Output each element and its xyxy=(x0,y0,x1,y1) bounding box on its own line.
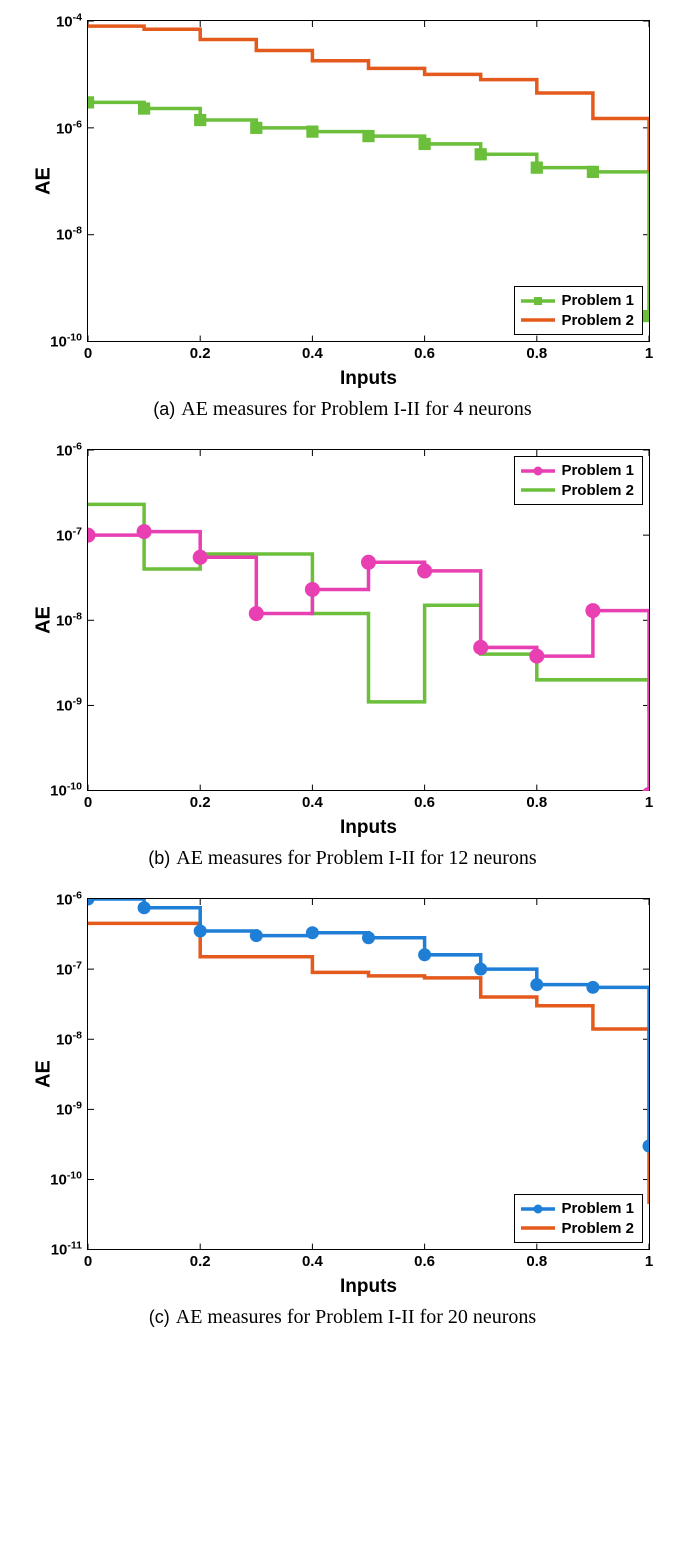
ytick-label: 10-10 xyxy=(50,332,88,351)
ytick-label: 10-8 xyxy=(56,1030,88,1049)
ytick-label: 10-11 xyxy=(51,1240,88,1259)
legend-swatch xyxy=(521,483,555,497)
legend-swatch xyxy=(521,313,555,327)
xtick-label: 0.4 xyxy=(302,790,323,811)
xtick-label: 0.4 xyxy=(302,341,323,362)
y-axis-label: AE xyxy=(32,606,55,634)
xtick-label: 1 xyxy=(645,341,653,362)
xtick-label: 0 xyxy=(84,790,92,811)
legend-item: Problem 2 xyxy=(521,481,634,501)
ytick-label: 10-6 xyxy=(56,441,88,460)
legend-label: Problem 2 xyxy=(561,481,634,501)
xtick-label: 0 xyxy=(84,1249,92,1270)
legend-label: Problem 1 xyxy=(561,461,634,481)
ytick-label: 10-7 xyxy=(56,526,88,545)
xtick-label: 0.6 xyxy=(414,341,435,362)
legend-item: Problem 2 xyxy=(521,311,634,331)
x-axis-label: Inputs xyxy=(87,368,650,390)
y-axis-label: AE xyxy=(32,167,55,195)
legend-label: Problem 1 xyxy=(561,1199,634,1219)
legend: Problem 1Problem 2 xyxy=(514,1194,643,1243)
xtick-label: 0.4 xyxy=(302,1249,323,1270)
caption-text: AE measures for Problem I-II for 20 neur… xyxy=(176,1306,536,1328)
caption-tag: (b) xyxy=(148,848,170,868)
xtick-label: 0.8 xyxy=(526,341,547,362)
legend: Problem 1Problem 2 xyxy=(514,456,643,505)
ytick-label: 10-10 xyxy=(50,781,88,800)
ytick-label: 10-10 xyxy=(50,1170,88,1189)
legend-item: Problem 2 xyxy=(521,1219,634,1239)
xtick-label: 0.2 xyxy=(190,1249,211,1270)
xtick-label: 0.2 xyxy=(190,790,211,811)
ytick-label: 10-6 xyxy=(56,118,88,137)
legend-item: Problem 1 xyxy=(521,461,634,481)
x-axis-label: Inputs xyxy=(87,817,650,839)
legend-label: Problem 2 xyxy=(561,311,634,331)
y-axis-label: AE xyxy=(32,1060,55,1088)
ytick-label: 10-9 xyxy=(56,1100,88,1119)
caption-text: AE measures for Problem I-II for 12 neur… xyxy=(176,847,536,869)
ytick-label: 10-8 xyxy=(56,225,88,244)
legend-swatch xyxy=(521,464,555,478)
legend-swatch xyxy=(521,1221,555,1235)
ytick-label: 10-6 xyxy=(56,890,88,909)
ytick-label: 10-7 xyxy=(56,960,88,979)
xtick-label: 0.2 xyxy=(190,341,211,362)
xtick-label: 1 xyxy=(645,790,653,811)
legend-item: Problem 1 xyxy=(521,1199,634,1219)
ytick-label: 10-9 xyxy=(56,696,88,715)
chart-panel-a: 10-1010-810-610-400.20.40.60.81AEProblem… xyxy=(15,20,670,421)
chart-panel-b: 10-1010-910-810-710-600.20.40.60.81AEPro… xyxy=(15,449,670,870)
legend: Problem 1Problem 2 xyxy=(514,286,643,335)
legend-swatch xyxy=(521,1202,555,1216)
plot-area: 10-1110-1010-910-810-710-600.20.40.60.81… xyxy=(87,898,650,1250)
xtick-label: 0.6 xyxy=(414,790,435,811)
ytick-label: 10-8 xyxy=(56,611,88,630)
legend-item: Problem 1 xyxy=(521,291,634,311)
caption-text: AE measures for Problem I-II for 4 neuro… xyxy=(181,398,531,420)
legend-label: Problem 2 xyxy=(561,1219,634,1239)
panel-caption: (b) AE measures for Problem I-II for 12 n… xyxy=(15,847,670,870)
xtick-label: 0 xyxy=(84,341,92,362)
plot-area: 10-1010-810-610-400.20.40.60.81AEProblem… xyxy=(87,20,650,342)
x-axis-label: Inputs xyxy=(87,1276,650,1298)
panel-caption: (a) AE measures for Problem I-II for 4 ne… xyxy=(15,398,670,421)
caption-tag: (c) xyxy=(149,1307,170,1327)
plot-area: 10-1010-910-810-710-600.20.40.60.81AEPro… xyxy=(87,449,650,791)
xtick-label: 0.6 xyxy=(414,1249,435,1270)
ytick-label: 10-4 xyxy=(56,12,88,31)
chart-panel-c: 10-1110-1010-910-810-710-600.20.40.60.81… xyxy=(15,898,670,1329)
caption-tag: (a) xyxy=(153,399,175,419)
panel-caption: (c) AE measures for Problem I-II for 20 n… xyxy=(15,1306,670,1329)
xtick-label: 1 xyxy=(645,1249,653,1270)
xtick-label: 0.8 xyxy=(526,790,547,811)
xtick-label: 0.8 xyxy=(526,1249,547,1270)
legend-swatch xyxy=(521,294,555,308)
legend-label: Problem 1 xyxy=(561,291,634,311)
